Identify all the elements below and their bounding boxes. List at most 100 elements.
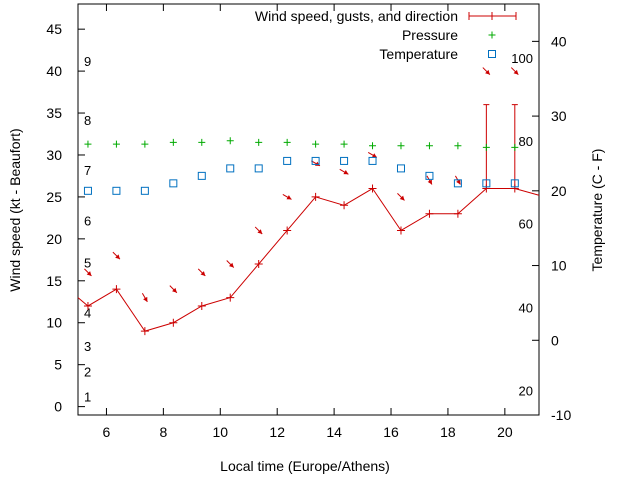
x-tick-label: 6 <box>103 424 111 440</box>
wind-direction-arrowhead <box>86 271 92 276</box>
temperature-point <box>425 171 434 180</box>
pressure-point <box>369 142 377 150</box>
wind-point <box>254 260 263 269</box>
wind-point <box>368 184 377 193</box>
y-axis-title: Wind speed (kt - Beaufort) <box>7 128 23 291</box>
temperature-point <box>140 186 149 195</box>
pressure-point <box>84 140 92 148</box>
y2-tick-label: 30 <box>551 108 567 124</box>
wind-point <box>112 285 121 294</box>
wind-point <box>453 209 462 218</box>
x-tick-label: 16 <box>383 424 399 440</box>
wind-point <box>425 209 434 218</box>
y-tick-label: 30 <box>46 147 62 163</box>
y-tick-label: 0 <box>54 399 62 415</box>
beaufort-label: 5 <box>84 255 91 270</box>
temperature-point <box>254 164 263 173</box>
temperature-point <box>368 156 377 165</box>
pressure-point <box>511 143 519 151</box>
legend-label-temperature: Temperature <box>379 46 458 62</box>
x-tick-label: 12 <box>269 424 285 440</box>
pressure-point <box>283 138 291 146</box>
wind-point <box>140 327 149 336</box>
beaufort-label: 3 <box>84 339 91 354</box>
pressure-point <box>312 140 320 148</box>
x-tick-label: 8 <box>159 424 167 440</box>
wind-direction-arrowhead <box>286 195 292 200</box>
legend-sample-temperature <box>488 50 496 58</box>
wind-direction-arrowhead <box>200 271 206 276</box>
wind-direction-arrowhead <box>513 69 519 75</box>
fahrenheit-label: 100 <box>511 51 533 66</box>
y2-tick-label: 10 <box>551 258 567 274</box>
fahrenheit-label: 40 <box>519 300 533 315</box>
beaufort-label: 6 <box>84 213 91 228</box>
pressure-point <box>454 142 462 150</box>
wind-point <box>283 226 292 235</box>
pressure-point <box>340 140 348 148</box>
y2-tick-label: 20 <box>551 183 567 199</box>
y-tick-label: 35 <box>46 105 62 121</box>
temperature-point <box>112 186 121 195</box>
pressure-point <box>425 142 433 150</box>
wind-point <box>197 301 206 310</box>
tick-labels: 6 8 10 12 14 16 18 20051015202530354045-1001020… <box>46 21 571 440</box>
temperature-point <box>340 156 349 165</box>
y-tick-label: 40 <box>46 63 62 79</box>
y-tick-label: 15 <box>46 273 62 289</box>
wind-point <box>340 201 349 210</box>
fahrenheit-label: 80 <box>519 134 533 149</box>
beaufort-label: 1 <box>84 390 91 405</box>
beaufort-label: 8 <box>84 113 91 128</box>
y2-axis-title: Temperature (C - F) <box>589 149 605 272</box>
temperature-point <box>169 179 178 188</box>
temperature-point <box>396 164 405 173</box>
beaufort-label: 4 <box>84 306 91 321</box>
wind-direction-arrowhead <box>485 69 490 75</box>
fahrenheit-label: 60 <box>519 217 533 232</box>
x-axis-title: Local time (Europe/Athens) <box>220 458 390 474</box>
beaufort-label: 9 <box>84 54 91 69</box>
wind-direction-arrowhead <box>399 195 405 201</box>
beaufort-label: 7 <box>84 163 91 178</box>
series <box>77 67 540 336</box>
temperature-point <box>482 179 491 188</box>
wind-direction-arrowhead <box>343 169 349 175</box>
unit-scales: 1 2 3 4 5 6 7 8 9 20 40 60 80 100 <box>84 51 533 405</box>
legend: Wind speed, gusts, and direction Pressur… <box>255 8 517 62</box>
y-tick-label: 20 <box>46 231 62 247</box>
x-tick-label: 14 <box>326 424 342 440</box>
pressure-point <box>255 138 263 146</box>
beaufort-label: 2 <box>84 364 91 379</box>
wind-direction-arrowhead <box>257 229 263 235</box>
y-tick-label: 5 <box>54 357 62 373</box>
wind-direction-arrowhead <box>456 179 461 185</box>
wind-speed-line <box>77 187 540 332</box>
y2-tick-label: 40 <box>551 33 567 49</box>
y-tick-label: 10 <box>46 315 62 331</box>
axis-ticks <box>78 4 539 416</box>
temperature-point <box>510 179 519 188</box>
temperature-point <box>453 179 462 188</box>
x-tick-label: 20 <box>497 424 513 440</box>
wind-point <box>169 318 178 327</box>
y-tick-label: 25 <box>46 189 62 205</box>
temperature-point <box>311 156 320 165</box>
pressure-point <box>169 138 177 146</box>
wind-point <box>311 192 320 201</box>
x-tick-label: 18 <box>440 424 456 440</box>
wind-direction-arrowhead <box>228 262 234 268</box>
pressure-point <box>112 140 120 148</box>
y2-tick-label: -10 <box>551 407 571 423</box>
temperature-point <box>83 186 92 195</box>
x-tick-label: 10 <box>212 424 228 440</box>
y2-tick-label: 0 <box>551 332 559 348</box>
wind-point <box>83 301 92 310</box>
fahrenheit-label: 20 <box>519 383 533 398</box>
wind-point <box>396 226 405 235</box>
plot-area-frame <box>77 3 540 416</box>
legend-sample-pressure <box>488 31 496 39</box>
wind-direction-arrowhead <box>115 254 120 260</box>
legend-label-wind: Wind speed, gusts, and direction <box>255 8 458 24</box>
